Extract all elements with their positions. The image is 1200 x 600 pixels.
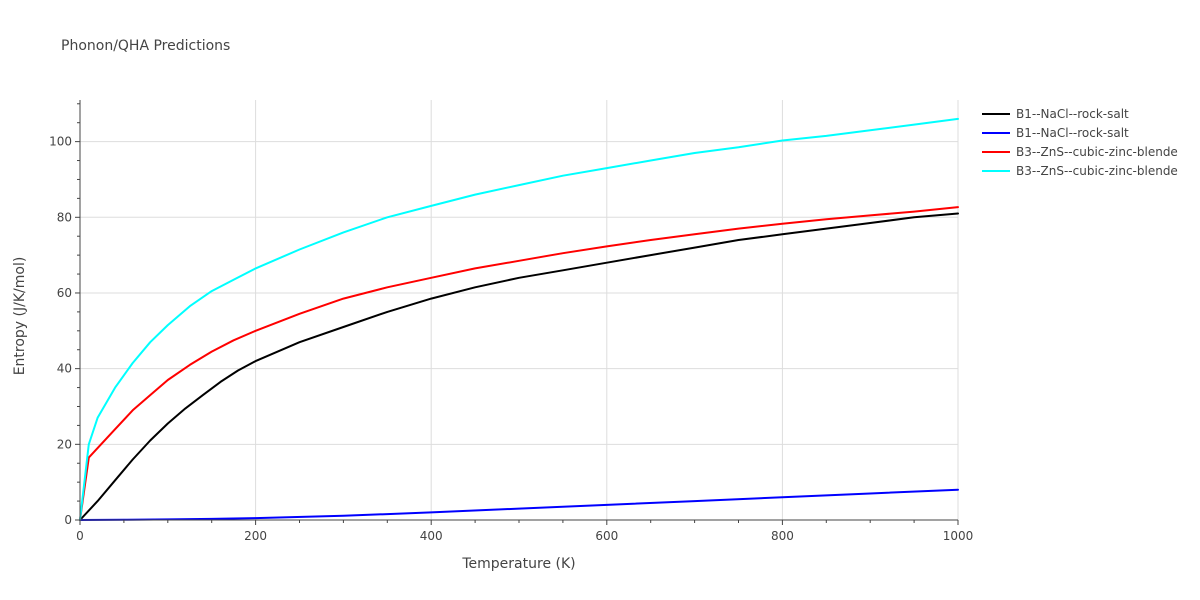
y-tick-label: 60	[57, 286, 72, 300]
series-line-0	[79, 212, 959, 521]
x-axis-title: Temperature (K)	[461, 556, 575, 572]
series-line-2	[79, 206, 959, 521]
y-axis-title: Entropy (J/K/mol)	[12, 257, 28, 376]
grid	[80, 100, 959, 520]
x-tick-label: 600	[595, 529, 618, 543]
legend-item[interactable]: B3--ZnS--cubic-zinc-blende	[982, 145, 1178, 159]
axes: 0 200 400 600 800 1000 0 20 40 60 80 100	[49, 100, 973, 543]
x-tick-label: 800	[771, 529, 794, 543]
y-tick-label: 40	[57, 362, 72, 376]
y-tick-label: 80	[57, 210, 72, 224]
plot-area	[79, 117, 959, 521]
legend-item[interactable]: B1--NaCl--rock-salt	[982, 107, 1129, 121]
x-tick-label: 1000	[943, 529, 974, 543]
legend-item[interactable]: B3--ZnS--cubic-zinc-blende	[982, 164, 1178, 178]
x-tick-label: 200	[244, 529, 267, 543]
legend-label: B3--ZnS--cubic-zinc-blende	[1016, 145, 1178, 159]
y-tick-label: 100	[49, 135, 72, 149]
legend-label: B1--NaCl--rock-salt	[1016, 107, 1129, 121]
y-tick-label: 0	[64, 513, 72, 527]
series-line-1	[79, 488, 959, 521]
x-tick-label: 0	[76, 529, 84, 543]
legend-label: B1--NaCl--rock-salt	[1016, 126, 1129, 140]
legend[interactable]: B1--NaCl--rock-salt B1--NaCl--rock-salt B3…	[982, 107, 1178, 178]
series-line-3	[79, 117, 959, 521]
x-tick-label: 400	[420, 529, 443, 543]
legend-item[interactable]: B1--NaCl--rock-salt	[982, 126, 1129, 140]
y-tick-label: 20	[57, 437, 72, 451]
chart-title: Phonon/QHA Predictions	[61, 38, 230, 54]
legend-label: B3--ZnS--cubic-zinc-blende	[1016, 164, 1178, 178]
